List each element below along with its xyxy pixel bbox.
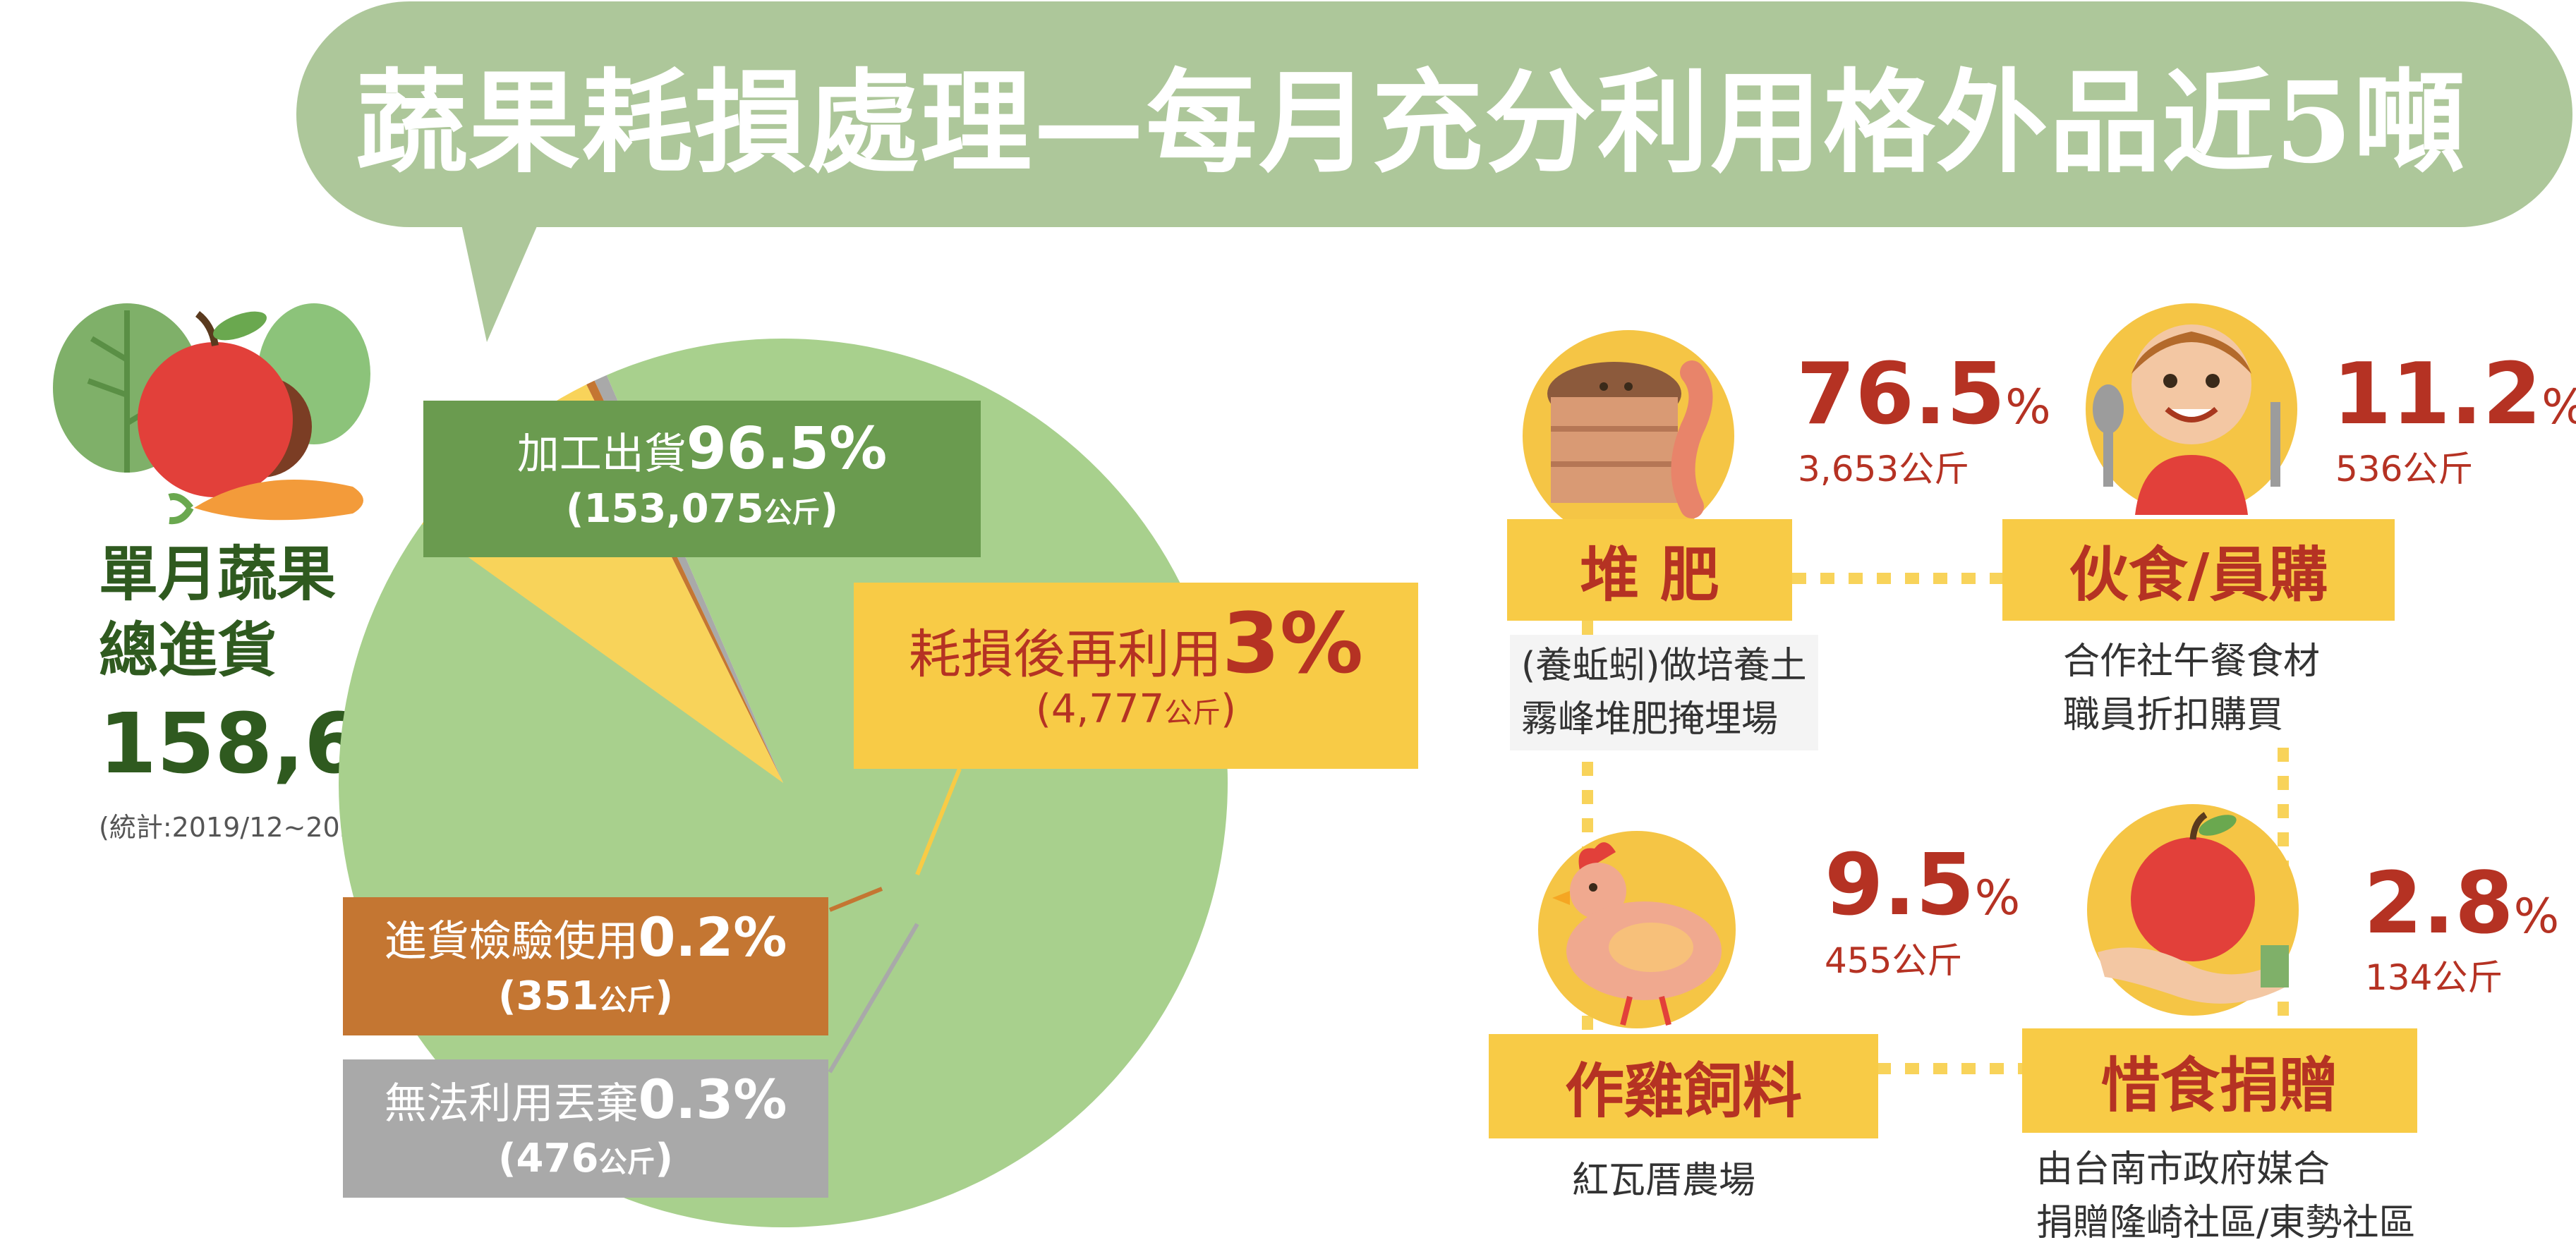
staff-desc-line2: 職員折扣購買 <box>2063 694 2284 736</box>
feed-percent: 9.5% <box>1825 837 2020 935</box>
compost-percent-value: 76.5 <box>1796 346 2006 444</box>
slice-close-reuse: ) <box>1221 686 1237 732</box>
staff-description: 合作社午餐食材 職員折扣購買 <box>2063 635 2320 742</box>
title-speech-bubble <box>296 1 2572 342</box>
slice-name-inspection: 進貨檢驗使用 <box>384 916 639 966</box>
staff-percent-sign: % <box>2541 379 2576 435</box>
slice-kg-processing: (153,075 <box>565 486 764 532</box>
compost-worm-icon <box>1547 360 1713 518</box>
compost-kg: 3,653公斤 <box>1798 449 1970 490</box>
slice-close-waste: ) <box>655 1135 674 1181</box>
donation-percent: 2.8% <box>2364 855 2559 953</box>
donation-category: 惜食捐贈 <box>2022 1028 2417 1133</box>
slice-close-processing: ) <box>820 486 839 532</box>
slice-unit-inspection: 公斤 <box>598 983 655 1016</box>
slice-kg-reuse: (4,777 <box>1035 686 1165 732</box>
slice-name-waste: 無法利用丟棄 <box>384 1078 639 1129</box>
leader-inspection <box>828 887 883 912</box>
donation-percent-value: 2.8 <box>2364 855 2514 953</box>
compost-desc-line1: (養蚯蚓)做培養土 <box>1521 645 1807 687</box>
staff-category: 伙食/員購 <box>2002 519 2395 621</box>
total-label-line2: 總進貨 <box>99 616 277 685</box>
compost-percent-sign: % <box>2005 379 2051 435</box>
total-label-line1: 單月蔬果 <box>99 540 337 609</box>
slice-kg-waste: (476 <box>497 1135 599 1181</box>
slice-label-inspection: 進貨檢驗使用0.2% (351公斤) <box>343 897 828 1035</box>
compost-description: (養蚯蚓)做培養土 霧峰堆肥掩埋場 <box>1510 635 1818 750</box>
leader-reuse <box>915 767 962 876</box>
slice-close-inspection: ) <box>655 973 674 1019</box>
compost-percent: 76.5% <box>1796 346 2051 444</box>
staff-percent: 11.2% <box>2333 346 2576 444</box>
donation-percent-sign: % <box>2513 889 2560 944</box>
slice-name-processing: 加工出貨 <box>516 430 687 479</box>
apple-hand-icon <box>2098 812 2289 1004</box>
slice-pct-inspection: 0.2% <box>638 905 787 968</box>
slice-label-processing: 加工出貨96.5% (153,075公斤) <box>423 401 981 557</box>
leader-waste <box>828 923 919 1074</box>
staff-percent-value: 11.2 <box>2333 346 2542 444</box>
feed-category: 作雞飼料 <box>1489 1034 1878 1138</box>
donation-desc-line2: 捐贈隆崎社區/東勢社區 <box>2036 1202 2416 1244</box>
slice-label-waste: 無法利用丟棄0.3% (476公斤) <box>343 1059 828 1198</box>
slice-unit-waste: 公斤 <box>598 1145 655 1179</box>
staff-desc-line1: 合作社午餐食材 <box>2063 640 2321 683</box>
staff-kg: 536公斤 <box>2335 449 2474 490</box>
slice-kg-inspection: (351 <box>497 973 599 1019</box>
donation-description: 由台南市政府媒合 捐贈隆崎社區/東勢社區 <box>2036 1143 2416 1250</box>
donation-desc-line1: 由台南市政府媒合 <box>2036 1148 2330 1191</box>
slice-unit-processing: 公斤 <box>763 497 821 529</box>
compost-category: 堆 肥 <box>1507 519 1792 621</box>
staff-eating-icon <box>2093 324 2280 515</box>
feed-kg: 455公斤 <box>1825 940 1963 981</box>
compost-desc-line2: 霧峰堆肥掩埋場 <box>1521 698 1779 741</box>
donation-kg: 134公斤 <box>2365 957 2503 998</box>
page-title: 蔬果耗損處理—每月充分利用格外品近5噸 <box>356 57 2467 188</box>
feed-description: 紅瓦厝農場 <box>1572 1154 1755 1208</box>
slice-unit-reuse: 公斤 <box>1164 696 1221 729</box>
feed-percent-value: 9.5 <box>1825 837 1975 935</box>
chicken-icon <box>1552 842 1722 1026</box>
feed-desc-line1: 紅瓦厝農場 <box>1572 1160 1756 1202</box>
feed-percent-sign: % <box>1974 870 2021 926</box>
slice-pct-waste: 0.3% <box>638 1067 787 1131</box>
vegetables-icon <box>53 303 370 525</box>
slice-name-reuse: 耗損後再利用 <box>908 624 1222 685</box>
slice-pct-processing: 96.5% <box>686 415 888 482</box>
slice-label-reuse: 耗損後再利用3% (4,777公斤) <box>854 583 1418 769</box>
slice-pct-reuse: 3% <box>1221 594 1364 692</box>
